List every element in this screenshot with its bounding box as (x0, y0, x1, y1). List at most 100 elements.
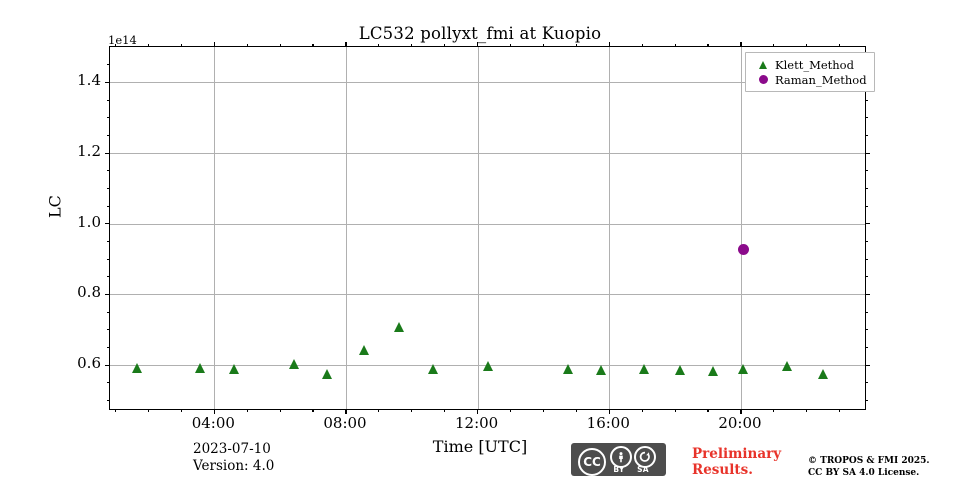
gridline-horizontal (110, 153, 865, 155)
x-tick-minor (806, 409, 808, 412)
x-tick-minor-top (542, 44, 545, 47)
data-point-klett (782, 361, 793, 372)
creative-commons-badge: CC BY SA (571, 443, 666, 476)
x-tick-minor-top (509, 44, 512, 47)
y-tick-minor-right (865, 187, 868, 190)
y-tick-minor (107, 117, 110, 119)
y-tick-label: 0.8 (77, 283, 101, 302)
cc-sa-label: SA (637, 465, 649, 474)
x-tick-mark (608, 409, 610, 414)
x-tick-minor (839, 409, 841, 412)
x-tick-mark-top (213, 42, 215, 47)
y-tick-minor (107, 382, 110, 384)
data-point-klett (358, 344, 369, 355)
x-tick-minor-top (444, 44, 446, 47)
x-tick-minor-top (575, 44, 577, 47)
triangle-marker-icon (751, 60, 775, 69)
data-point-klett (393, 321, 404, 332)
x-tick-minor (312, 409, 314, 412)
x-tick-minor-top (147, 44, 150, 47)
y-tick-minor (107, 240, 110, 243)
x-axis-label: Time [UTC] (432, 437, 528, 456)
copyright-note: © TROPOS & FMI 2025. CC BY SA 4.0 Licens… (808, 455, 930, 479)
y-tick-minor-right (865, 399, 868, 402)
gridline-vertical (214, 47, 216, 409)
y-tick-minor-right (865, 276, 868, 278)
y-axis-offset-label: 1e14 (108, 33, 137, 47)
x-tick-label: 04:00 (191, 414, 235, 432)
x-tick-minor (378, 409, 380, 412)
y-tick-mark (105, 152, 110, 154)
x-tick-mark-top (740, 42, 742, 47)
y-tick-minor (107, 276, 110, 278)
y-tick-minor-right (865, 329, 868, 331)
x-tick-minor (707, 409, 709, 412)
data-point-raman (738, 243, 750, 255)
y-tick-minor (107, 205, 110, 207)
legend-item-raman: Raman_Method (751, 72, 867, 87)
y-tick-minor-right (865, 99, 868, 101)
legend-label-klett: Klett_Method (775, 57, 854, 72)
y-tick-minor (107, 258, 110, 260)
circle-marker-icon (751, 75, 775, 84)
y-tick-label: 1.2 (77, 142, 101, 161)
x-tick-mark (345, 409, 347, 414)
y-tick-minor-right (865, 346, 868, 349)
y-tick-minor (107, 64, 110, 66)
x-tick-minor-top (707, 44, 709, 47)
data-point-klett (708, 366, 719, 377)
data-point-klett (639, 363, 650, 374)
data-point-klett (132, 362, 143, 373)
data-point-klett (229, 363, 240, 374)
x-tick-minor-top (312, 44, 314, 47)
y-tick-minor (107, 346, 110, 349)
y-tick-minor-right (865, 382, 868, 384)
preliminary-line-2: Results. (692, 461, 753, 478)
x-tick-minor-top (806, 44, 808, 47)
y-tick-mark (105, 364, 110, 366)
data-point-klett (428, 363, 439, 374)
data-point-klett (562, 363, 573, 374)
x-tick-minor (114, 409, 117, 412)
cc-by-label: BY (613, 465, 625, 474)
date-version-annotation: 2023-07-10 Version: 4.0 (193, 441, 274, 475)
gridline-vertical (609, 47, 611, 409)
y-tick-minor (107, 329, 110, 331)
x-tick-mark (740, 409, 742, 414)
data-point-klett (194, 362, 205, 373)
x-tick-minor-top (411, 44, 413, 47)
x-tick-minor-top (378, 44, 380, 47)
x-tick-minor-top (114, 44, 117, 47)
y-tick-mark-right (865, 152, 870, 154)
page-title: LC532 pollyxt_fmi at Kuopio (358, 24, 602, 43)
y-tick-minor-right (865, 117, 868, 119)
x-tick-minor (641, 409, 643, 412)
y-tick-minor (107, 399, 110, 402)
x-tick-minor (444, 409, 446, 412)
preliminary-line-1: Preliminary (692, 446, 782, 462)
version-label: Version: 4.0 (193, 457, 275, 474)
data-point-klett (738, 363, 749, 374)
data-point-klett (817, 369, 828, 380)
y-tick-mark (105, 293, 110, 296)
preliminary-results-note: Preliminary Results. (692, 446, 782, 478)
y-tick-minor-right (865, 311, 868, 313)
data-point-klett (675, 364, 686, 375)
x-tick-minor-top (839, 44, 841, 47)
y-tick-mark (105, 81, 110, 84)
y-tick-minor-right (865, 258, 868, 260)
plot-area (105, 42, 870, 414)
x-tick-minor-top (180, 44, 182, 47)
x-tick-minor (509, 409, 512, 412)
cc-icon: CC (578, 448, 606, 476)
x-tick-label: 08:00 (323, 414, 367, 432)
x-tick-minor (147, 409, 150, 412)
x-tick-minor (773, 409, 775, 412)
y-tick-minor (107, 170, 110, 172)
gridline-horizontal (110, 223, 865, 225)
x-tick-minor-top (641, 44, 643, 47)
copyright-line-1: © TROPOS & FMI 2025. (808, 456, 930, 466)
y-tick-mark (105, 223, 110, 225)
x-tick-minor-top (279, 44, 281, 47)
